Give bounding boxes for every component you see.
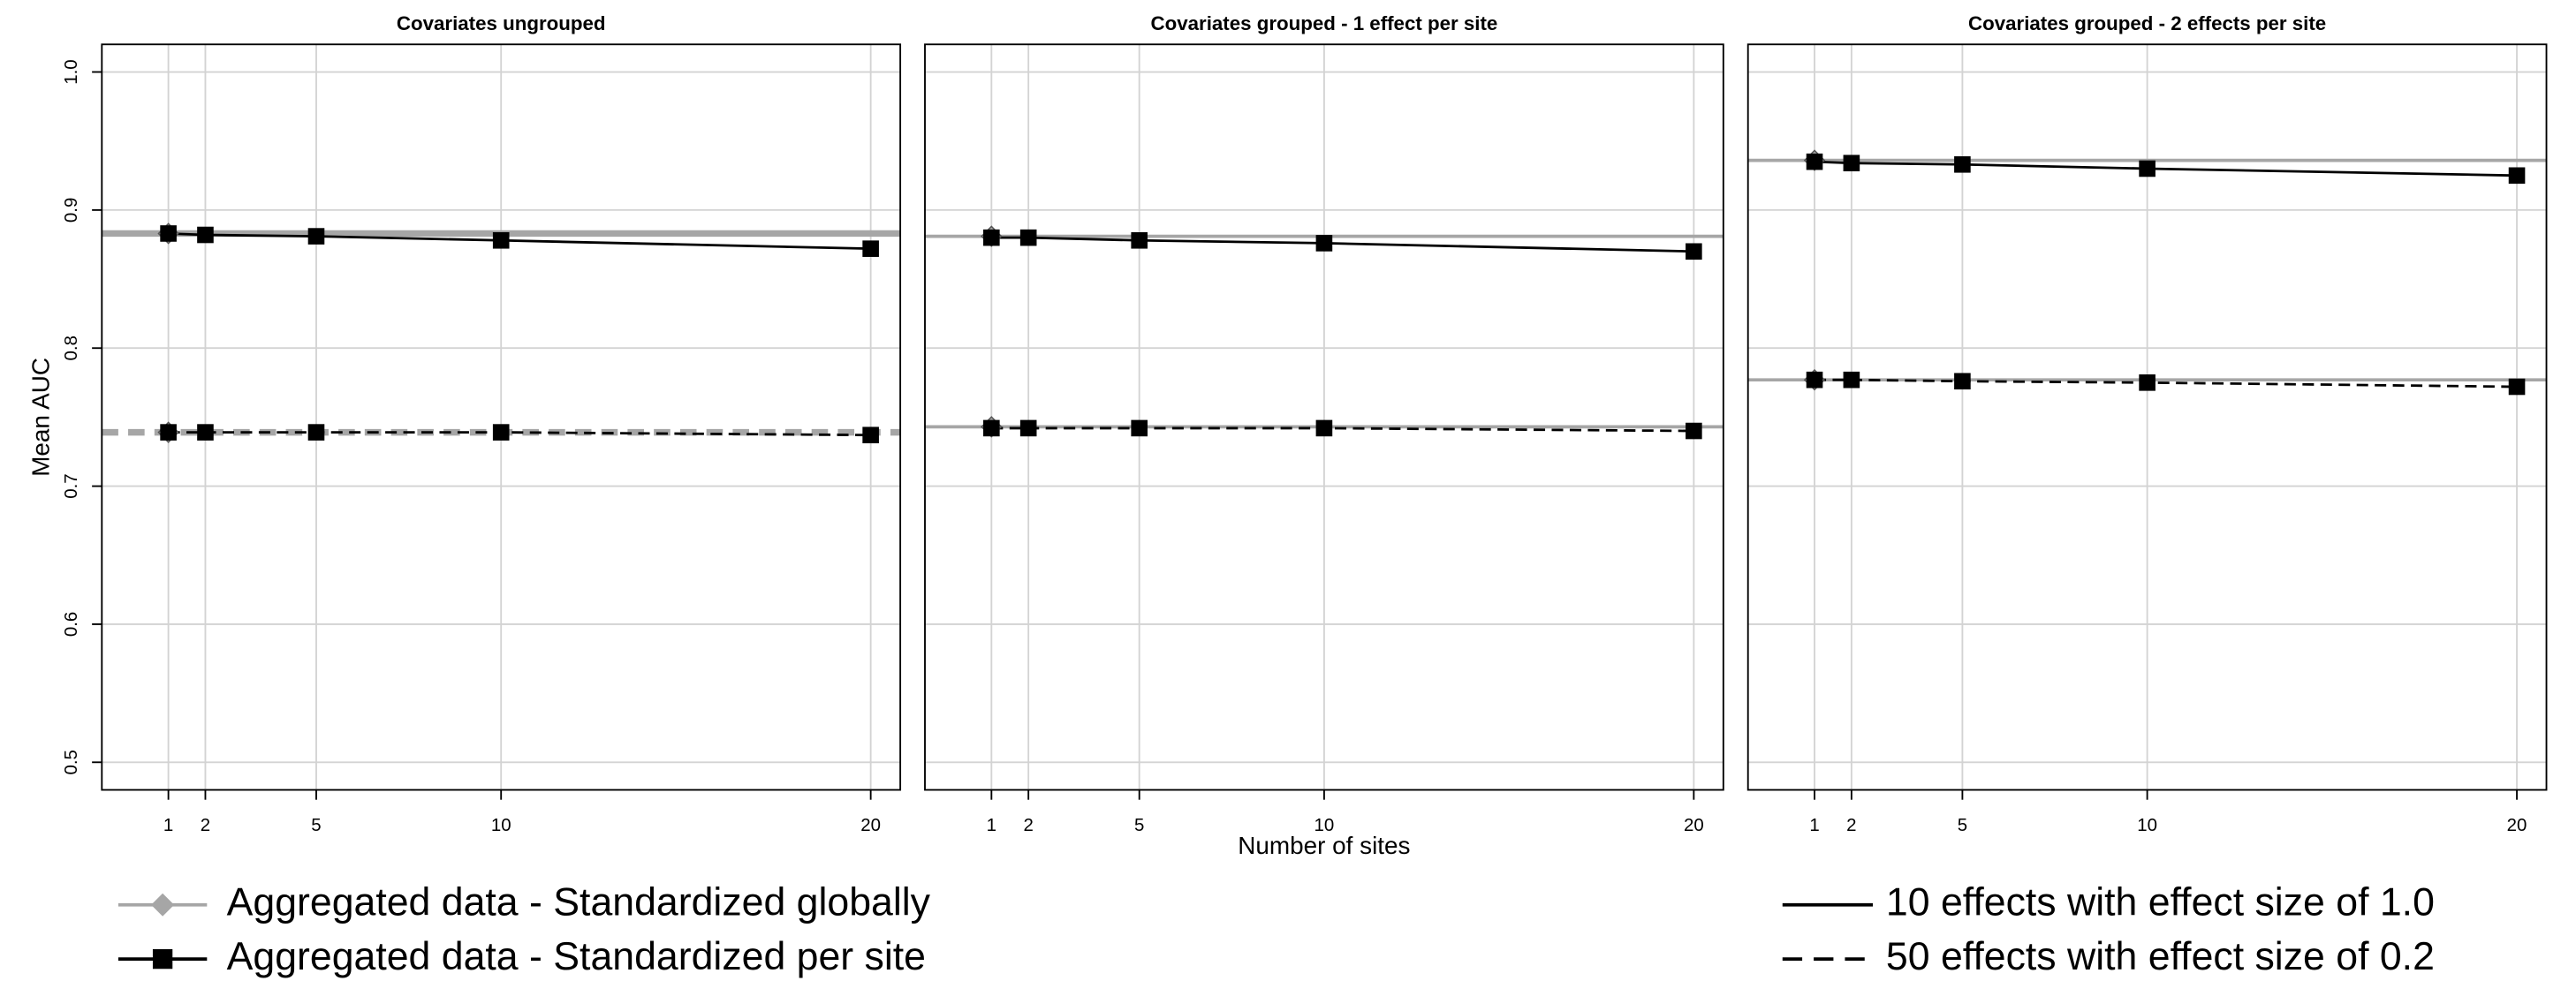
marker: [1019, 419, 1037, 437]
y-tick-label: 1.0: [61, 59, 81, 84]
x-tick-label: 1: [987, 815, 996, 835]
y-tick-label: 0.8: [61, 336, 81, 360]
marker: [1806, 153, 1823, 170]
marker: [492, 231, 510, 249]
y-tick-label: 0.7: [61, 473, 81, 498]
marker: [1131, 231, 1148, 249]
x-tick-label: 10: [1315, 815, 1335, 835]
legend-label: Aggregated data - Standardized globally: [227, 881, 931, 924]
marker: [2139, 160, 2156, 177]
panel-frame: [924, 43, 1724, 791]
marker: [983, 419, 1000, 437]
marker: [862, 240, 879, 257]
panel-title: Covariates grouped - 2 effects per site: [1968, 12, 2326, 34]
marker: [307, 228, 325, 245]
marker: [197, 424, 214, 441]
marker: [1806, 371, 1823, 389]
y-tick-label: 0.9: [61, 198, 81, 223]
x-tick-label: 20: [1684, 815, 1704, 835]
x-tick-label: 20: [860, 815, 881, 835]
x-axis-label: Number of sites: [1238, 832, 1410, 859]
marker: [1315, 235, 1333, 252]
x-tick-label: 10: [491, 815, 511, 835]
marker: [2508, 167, 2526, 185]
marker: [1131, 419, 1148, 437]
marker: [862, 426, 879, 444]
x-tick-label: 1: [163, 815, 173, 835]
marker: [983, 229, 1000, 246]
x-tick-label: 10: [2137, 815, 2157, 835]
y-axis-label: Mean AUC: [27, 358, 55, 477]
legend-label: 50 effects with effect size of 0.2: [1886, 935, 2435, 978]
x-tick-label: 1: [1809, 815, 1819, 835]
marker: [2508, 378, 2526, 396]
marker: [492, 424, 510, 441]
x-tick-label: 5: [311, 815, 321, 835]
series-line: [1814, 160, 2518, 177]
marker: [2139, 374, 2156, 391]
legend-label: 10 effects with effect size of 1.0: [1886, 881, 2435, 924]
x-tick-label: 2: [201, 815, 210, 835]
marker: [1686, 243, 1702, 260]
marker: [1954, 155, 1971, 173]
y-tick-label: 0.6: [61, 612, 81, 637]
marker: [1843, 371, 1860, 389]
legend-marker: [151, 893, 175, 917]
series-line: [991, 236, 1694, 253]
panel-frame: [101, 43, 902, 791]
panel-title: Covariates ungrouped: [397, 12, 606, 34]
marker: [160, 424, 177, 441]
panel-title: Covariates grouped - 1 effect per site: [1151, 12, 1498, 34]
x-tick-label: 20: [2507, 815, 2527, 835]
marker: [1843, 155, 1860, 172]
series-line: [991, 426, 1694, 433]
legend-label: Aggregated data - Standardized per site: [227, 935, 926, 978]
x-tick-label: 5: [1134, 815, 1144, 835]
marker: [197, 226, 214, 244]
marker: [1315, 419, 1333, 437]
legend-marker: [152, 948, 173, 970]
marker: [1019, 229, 1037, 246]
panel-frame: [1746, 43, 2548, 791]
x-tick-label: 2: [1846, 815, 1856, 835]
marker: [160, 225, 177, 242]
x-tick-label: 5: [1958, 815, 1967, 835]
marker: [1954, 373, 1971, 390]
y-tick-label: 0.5: [61, 750, 81, 774]
marker: [307, 424, 325, 441]
marker: [1686, 422, 1702, 440]
x-tick-label: 2: [1023, 815, 1033, 835]
